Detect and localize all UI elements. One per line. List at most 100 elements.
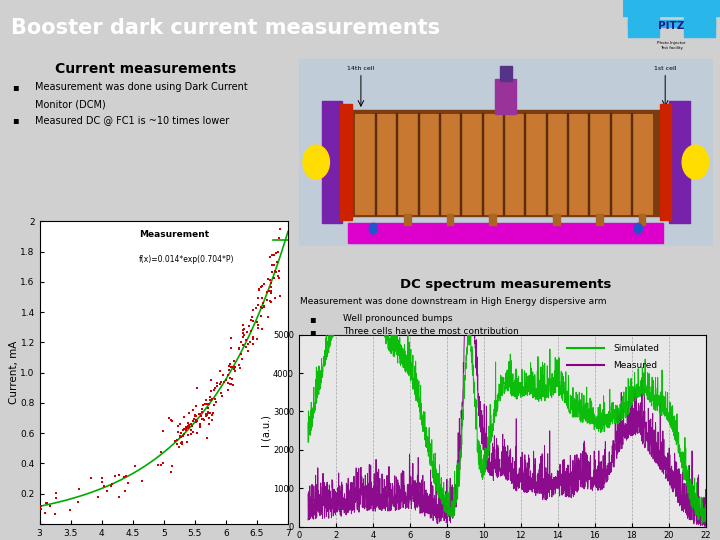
Point: [194, 419, 206, 428]
Point: [187, 406, 199, 414]
Point: [122, 478, 134, 487]
Bar: [495, 79, 516, 114]
Point: [233, 344, 245, 353]
Circle shape: [634, 224, 642, 234]
Point: [226, 375, 238, 383]
Bar: [348, 110, 663, 217]
Point: [85, 474, 96, 483]
Bar: [631, 113, 632, 215]
Point: [181, 438, 192, 447]
Bar: [340, 104, 352, 220]
Point: [72, 497, 84, 506]
Point: [247, 334, 258, 343]
Point: [193, 410, 204, 418]
Point: [225, 380, 236, 388]
Point: [215, 389, 227, 397]
Point: [200, 410, 212, 418]
Point: [190, 417, 202, 426]
Point: [101, 487, 112, 496]
Point: [246, 315, 257, 324]
Point: [179, 413, 190, 421]
Point: [129, 462, 140, 470]
Bar: [670, 101, 690, 224]
Point: [176, 438, 187, 447]
Point: [185, 420, 197, 428]
Point: [119, 473, 130, 482]
Point: [120, 472, 131, 481]
Point: [180, 423, 192, 431]
Point: [233, 345, 244, 353]
Point: [171, 436, 183, 444]
Point: [243, 322, 255, 330]
Point: [222, 379, 234, 387]
Point: [219, 377, 230, 386]
Text: Measurement was done using Dark Current: Measurement was done using Dark Current: [35, 82, 248, 92]
Point: [225, 360, 236, 368]
Point: [225, 363, 237, 372]
Bar: [404, 214, 411, 226]
Point: [256, 283, 267, 292]
Point: [241, 327, 253, 336]
Point: [173, 427, 184, 436]
Text: part of the spectrum: part of the spectrum: [343, 354, 437, 363]
Point: [199, 400, 211, 408]
Circle shape: [369, 224, 377, 234]
Bar: [567, 113, 568, 215]
Bar: [348, 223, 663, 243]
Point: [258, 303, 269, 312]
Point: [265, 297, 276, 306]
Bar: [490, 214, 496, 226]
Point: [153, 460, 164, 469]
Bar: [447, 214, 454, 226]
Bar: [376, 114, 396, 214]
Point: [266, 267, 278, 276]
Point: [256, 282, 268, 291]
Point: [253, 284, 265, 293]
Point: [183, 421, 194, 429]
Bar: [526, 114, 546, 214]
Point: [91, 493, 103, 502]
Point: [176, 438, 187, 447]
Point: [73, 484, 84, 493]
Point: [177, 432, 189, 441]
Point: [271, 258, 282, 267]
Point: [258, 279, 270, 288]
Point: [64, 505, 76, 514]
Point: [49, 510, 60, 518]
Point: [252, 301, 264, 309]
Bar: [375, 113, 376, 215]
Point: [245, 327, 256, 335]
Bar: [628, 14, 659, 37]
Point: [176, 440, 188, 448]
Point: [209, 394, 220, 403]
Point: [192, 429, 203, 437]
Circle shape: [682, 145, 708, 179]
Bar: [660, 104, 671, 220]
Point: [42, 499, 53, 508]
Point: [243, 340, 254, 348]
Point: [208, 386, 220, 394]
Point: [256, 325, 267, 333]
Point: [185, 429, 197, 438]
Text: Measurement was done downstream in High Energy dispersive arm: Measurement was done downstream in High …: [300, 296, 607, 306]
Point: [190, 412, 202, 421]
Point: [226, 375, 238, 383]
Point: [210, 383, 221, 392]
Point: [204, 396, 216, 405]
Point: [225, 344, 237, 353]
Point: [183, 423, 194, 432]
Text: Well pronounced bumps: Well pronounced bumps: [343, 314, 452, 323]
Point: [264, 296, 276, 305]
Point: [271, 248, 282, 257]
Point: [35, 505, 47, 514]
Point: [234, 361, 246, 369]
Point: [202, 403, 214, 412]
Bar: [418, 114, 439, 214]
Point: [96, 474, 107, 482]
Bar: [623, 0, 720, 16]
Point: [35, 502, 47, 511]
Point: [196, 412, 207, 421]
Text: Measured: Measured: [613, 361, 657, 370]
Point: [253, 286, 264, 294]
Point: [184, 423, 195, 431]
